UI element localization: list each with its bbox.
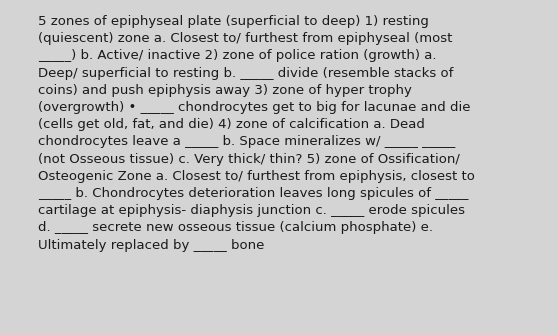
Text: 5 zones of epiphyseal plate (superficial to deep) 1) resting
(quiescent) zone a.: 5 zones of epiphyseal plate (superficial…	[38, 15, 475, 252]
